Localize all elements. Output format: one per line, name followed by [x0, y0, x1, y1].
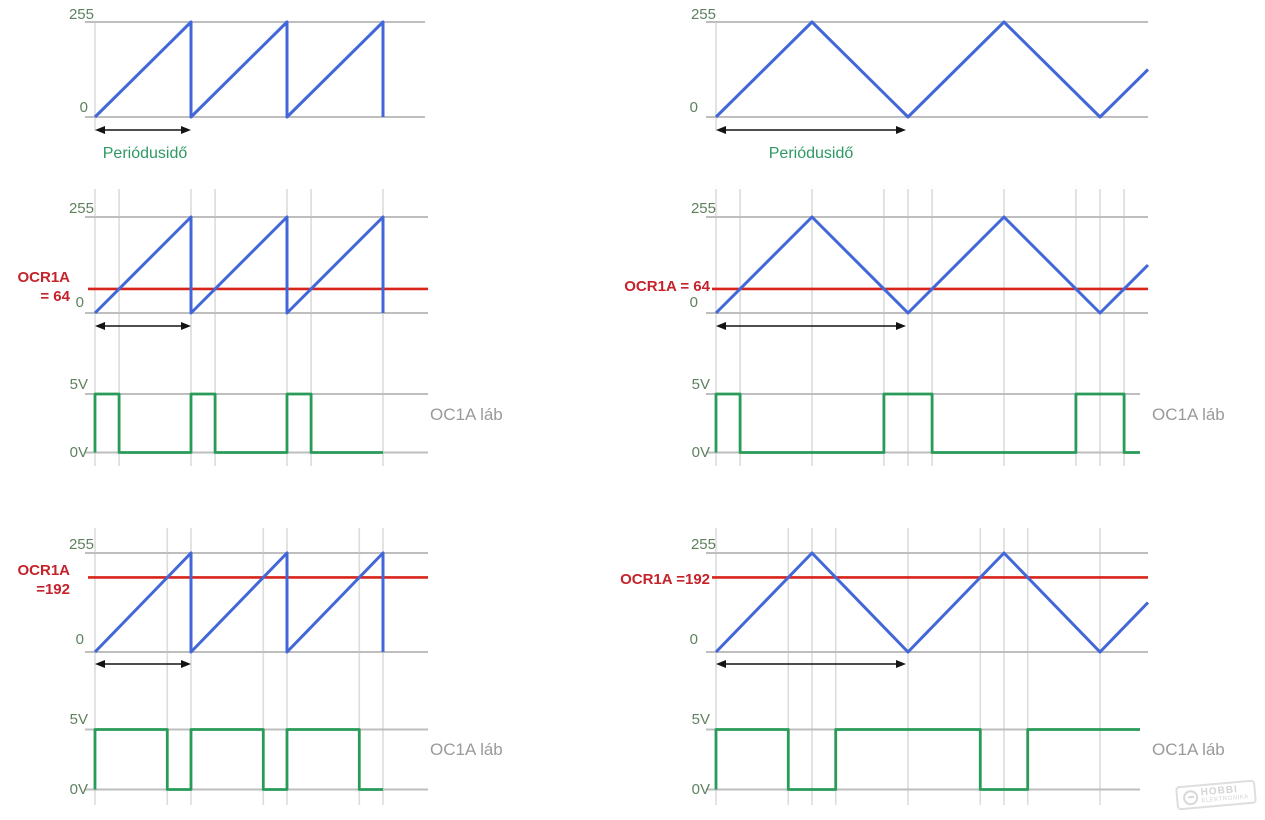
arrowhead-icon	[95, 660, 105, 668]
arrowhead-icon	[716, 322, 726, 330]
y-zero-label: 0	[689, 294, 698, 311]
ocr1a-label: OCR1A =192	[620, 571, 710, 588]
pwm-high-label: 5V	[691, 376, 710, 393]
pwm-low-label: 0V	[691, 444, 710, 461]
ocr1a-label: OCR1A = 64	[624, 278, 710, 295]
output-pin-label: OC1A láb	[430, 405, 503, 424]
period-label: Periódusidő	[102, 145, 188, 162]
y-zero-label: 0	[75, 294, 84, 311]
y-max-label: 255	[690, 200, 716, 217]
arrowhead-icon	[896, 660, 906, 668]
arrowhead-icon	[181, 660, 191, 668]
ocr1a-label-line1: OCR1A	[17, 562, 70, 579]
arrowhead-icon	[716, 660, 726, 668]
ocr1a-label-line2: =192	[36, 581, 70, 598]
pwm-high-label: 5V	[69, 711, 88, 728]
counter-waveform	[714, 20, 1150, 119]
output-pin-label: OC1A láb	[1152, 405, 1225, 424]
y-max-label: 255	[68, 200, 94, 217]
arrowhead-icon	[896, 322, 906, 330]
pwm-output-trace	[714, 728, 1140, 791]
counter-waveform	[93, 215, 385, 315]
arrowhead-icon	[716, 126, 726, 134]
output-pin-label: OC1A láb	[430, 740, 503, 759]
counter-waveform	[714, 215, 1150, 315]
ocr1a-label-line2: = 64	[40, 288, 70, 305]
counter-waveform	[93, 551, 385, 654]
arrowhead-icon	[896, 126, 906, 134]
y-zero-label: 0	[79, 99, 88, 116]
counter-waveform	[714, 551, 1150, 654]
y-zero-label: 0	[689, 99, 698, 116]
y-max-label: 255	[68, 6, 94, 23]
y-max-label: 255	[690, 6, 716, 23]
y-max-label: 255	[68, 536, 94, 553]
arrowhead-icon	[95, 126, 105, 134]
pwm-output-trace	[93, 392, 383, 454]
pwm-low-label: 0V	[691, 781, 710, 798]
pwm-low-label: 0V	[69, 781, 88, 798]
arrowhead-icon	[181, 126, 191, 134]
y-max-label: 255	[690, 536, 716, 553]
pwm-high-label: 5V	[69, 376, 88, 393]
y-zero-label: 0	[75, 631, 84, 648]
pwm-output-trace	[93, 728, 383, 791]
output-pin-label: OC1A láb	[1152, 740, 1225, 759]
arrowhead-icon	[95, 322, 105, 330]
counter-waveform	[93, 20, 385, 119]
pwm-output-trace	[714, 392, 1140, 454]
watermark-minus-icon	[1182, 789, 1199, 806]
ocr1a-label: OCR1A = 64	[6, 268, 70, 306]
pwm-high-label: 5V	[691, 711, 710, 728]
period-label: Periódusidő	[768, 145, 854, 162]
y-zero-label: 0	[689, 631, 698, 648]
ocr1a-label: OCR1A =192	[6, 561, 70, 599]
pwm-low-label: 0V	[69, 444, 88, 461]
arrowhead-icon	[181, 322, 191, 330]
ocr1a-label-line1: OCR1A	[17, 269, 70, 286]
